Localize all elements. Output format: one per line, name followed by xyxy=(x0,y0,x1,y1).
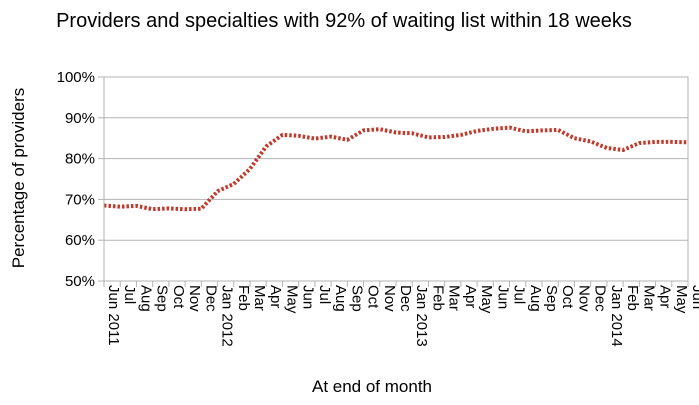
series-line xyxy=(103,125,689,212)
x-tick-label: Apr xyxy=(462,285,479,308)
x-tick-label: Sep xyxy=(543,285,560,312)
grid-lines xyxy=(104,76,688,282)
plot-border xyxy=(103,76,689,282)
x-tick-label: Jan 2013 xyxy=(413,285,430,347)
x-axis-label: At end of month xyxy=(312,377,432,396)
x-tick-label: Jan 2014 xyxy=(608,285,625,347)
x-tick-label: Aug xyxy=(527,285,544,312)
y-tick-label: 50% xyxy=(65,273,95,290)
x-tick-label: Jul xyxy=(316,285,333,304)
x-tick-label: May xyxy=(283,285,300,314)
y-tick-label: 90% xyxy=(65,110,95,127)
x-tick-label: Jun xyxy=(494,285,511,309)
x-tick-label: Dec xyxy=(592,285,609,312)
x-tick-label: Sep xyxy=(154,285,171,312)
series-lines xyxy=(103,125,689,212)
x-axis-ticks: Jun 2011 Jul Aug Sep Oct Nov Dec Jan 2012 Feb Mar… xyxy=(103,281,699,347)
x-tick-label: Nov xyxy=(186,285,203,312)
x-tick-label: Nov xyxy=(575,285,592,312)
x-tick-label: Oct xyxy=(365,285,382,309)
x-tick-label: Mar xyxy=(251,285,268,311)
y-axis-label: Percentage of providers xyxy=(9,88,28,269)
x-tick-label: Dec xyxy=(202,285,219,312)
x-tick-label: May xyxy=(673,285,690,314)
x-tick-label: Mar xyxy=(640,285,657,311)
x-tick-label: Oct xyxy=(170,285,187,309)
chart-title: Providers and specialties with 92% of wa… xyxy=(56,10,632,32)
x-tick-label: Jun xyxy=(300,285,317,309)
x-tick-label: Nov xyxy=(381,285,398,312)
y-axis-ticks: 50% 60% 70% 80% 90% 100% xyxy=(57,69,104,290)
x-tick-label: Jul xyxy=(511,285,528,304)
x-tick-label: Dec xyxy=(397,285,414,312)
x-tick-label: Oct xyxy=(559,285,576,309)
x-tick-label: Feb xyxy=(235,285,252,311)
y-tick-label: 70% xyxy=(65,191,95,208)
plot-frame xyxy=(103,76,689,282)
x-tick-label: Jun 2011 xyxy=(105,285,122,346)
x-tick-label: Aug xyxy=(137,285,154,312)
x-tick-label: Jun xyxy=(689,285,699,309)
y-tick-label: 100% xyxy=(57,69,95,86)
y-tick-label: 60% xyxy=(65,232,95,249)
x-tick-label: Apr xyxy=(267,285,284,308)
x-tick-label: Aug xyxy=(332,285,349,312)
x-tick-label: Apr xyxy=(657,285,674,308)
x-tick-label: May xyxy=(478,285,495,314)
y-tick-label: 80% xyxy=(65,151,95,168)
x-tick-label: Sep xyxy=(348,285,365,312)
x-tick-label: Jul xyxy=(121,285,138,304)
x-tick-label: Feb xyxy=(429,285,446,311)
x-tick-label: Mar xyxy=(446,285,463,311)
x-tick-label: Jan 2012 xyxy=(219,285,236,347)
x-tick-label: Feb xyxy=(624,285,641,311)
